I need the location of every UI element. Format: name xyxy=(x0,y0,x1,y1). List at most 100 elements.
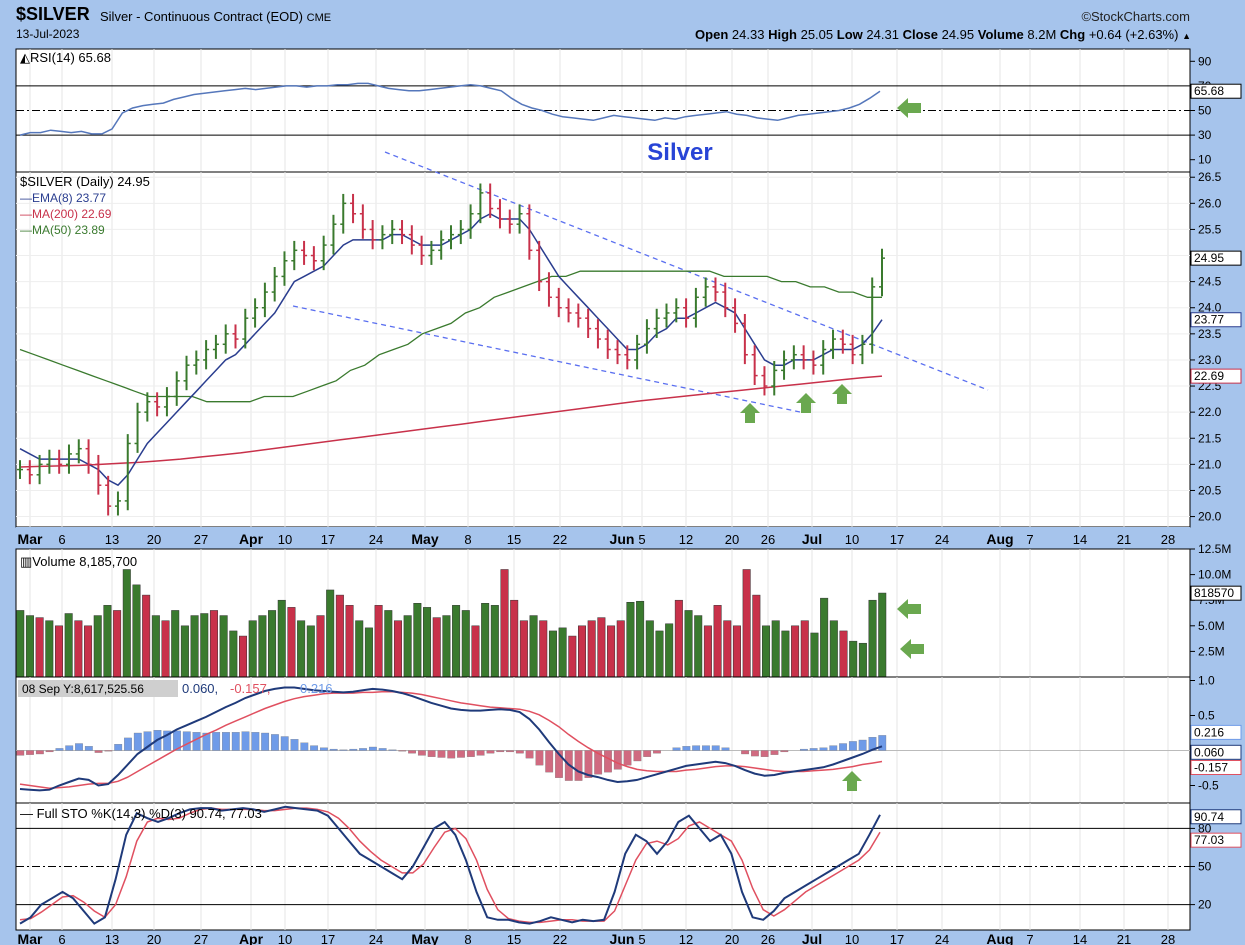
macd-histogram-bar xyxy=(672,747,681,751)
volume-bar xyxy=(74,620,83,678)
volume-bar xyxy=(607,625,616,678)
ohlc-summary: Open 24.33 High 25.05 Low 24.31 Close 24… xyxy=(695,27,1191,42)
macd-histogram-bar xyxy=(574,750,583,781)
price-bar xyxy=(193,350,200,375)
price-bar xyxy=(26,460,33,485)
price-bar xyxy=(408,225,415,255)
macd-histogram-bar xyxy=(75,743,83,751)
macd-histogram-bar xyxy=(829,745,838,751)
volume-label: Volume xyxy=(977,27,1024,42)
volume-bar xyxy=(209,610,218,678)
price-bar xyxy=(575,303,582,328)
price-bar xyxy=(663,303,670,328)
bottom-x-label: 10 xyxy=(845,932,859,945)
macd-histogram-bar xyxy=(545,750,554,773)
stochastic-d-last: 77.03 xyxy=(1194,833,1224,847)
price-tick-label: 21.5 xyxy=(1198,431,1222,445)
volume-bar xyxy=(461,610,470,678)
price-bar xyxy=(350,193,357,224)
price-bar xyxy=(438,230,445,260)
volume-bar xyxy=(16,610,25,678)
price-bar xyxy=(830,329,837,359)
up-arrow-icon xyxy=(842,771,862,791)
rsi-tick-label: 10 xyxy=(1198,153,1212,167)
price-bar xyxy=(252,298,259,328)
open-label: Open xyxy=(695,27,729,42)
macd-histogram-bar xyxy=(604,750,612,773)
macd-histogram-bar xyxy=(751,750,759,757)
price-bar xyxy=(65,444,72,474)
price-bar xyxy=(781,350,788,380)
macd-histogram-bar xyxy=(486,750,495,754)
macd-histogram-bar xyxy=(408,750,416,754)
chart-annotation: Silver xyxy=(647,139,712,166)
macd-histogram-bar xyxy=(457,750,465,758)
macd-histogram-bar xyxy=(114,744,123,751)
description: Silver - Continuous Contract (EOD) CME xyxy=(100,9,331,24)
price-bar xyxy=(183,355,190,391)
volume-bar xyxy=(258,615,267,678)
macd-histogram-bar xyxy=(251,732,260,751)
volume-bar xyxy=(200,613,209,678)
volume-bar xyxy=(558,627,567,678)
macd-histogram-bar xyxy=(437,750,446,758)
macd-histogram-bar xyxy=(310,745,319,751)
left-arrow-shape xyxy=(897,98,921,118)
bottom-x-label: 17 xyxy=(890,932,904,945)
macd-histogram-bar xyxy=(280,736,289,751)
top-x-label: 20 xyxy=(147,532,161,547)
volume-last-value-box xyxy=(1190,585,1242,601)
volume-tick-label: 5.0M xyxy=(1198,619,1225,633)
macd-histogram-bar xyxy=(839,743,847,751)
macd-histogram-bar xyxy=(173,730,181,751)
rsi-line xyxy=(19,82,881,136)
volume-bar xyxy=(510,599,519,678)
volume-bar xyxy=(142,594,151,678)
volume-bar xyxy=(820,597,829,678)
chg-value: +0.64 (+2.63%) xyxy=(1088,27,1179,42)
volume-bar xyxy=(248,620,257,678)
macd-tick-label: 0.5 xyxy=(1198,709,1215,723)
macd-histogram-bar xyxy=(320,747,328,751)
volume-bar xyxy=(151,615,160,678)
top-x-label: 22 xyxy=(553,532,567,547)
price-bar xyxy=(790,345,797,370)
macd-histogram-bar xyxy=(231,732,240,751)
top-x-label: 13 xyxy=(105,532,119,547)
volume-bar xyxy=(626,601,635,678)
stochastic-k-line xyxy=(19,805,881,925)
macd-histogram-bar xyxy=(192,732,201,751)
top-x-label: 26 xyxy=(761,532,775,547)
price-bar xyxy=(594,319,601,349)
macd-histogram-bar xyxy=(799,748,808,751)
volume-bar xyxy=(684,610,693,678)
price-bar xyxy=(124,434,131,511)
price-legend-symbol: $SILVER (Daily) 24.95 xyxy=(20,174,150,189)
price-bar xyxy=(604,329,611,359)
volume-bar xyxy=(694,615,703,678)
price-tick-label: 23.5 xyxy=(1198,327,1222,341)
macd-histogram-bar xyxy=(398,750,407,752)
bottom-x-label: 13 xyxy=(105,932,119,945)
macd-tick-label: -0.5 xyxy=(1198,779,1219,793)
volume-bar xyxy=(762,625,771,678)
close-value: 24.95 xyxy=(941,27,975,42)
price-bar xyxy=(800,345,807,370)
price-bar xyxy=(712,277,719,302)
price-bar xyxy=(212,334,219,359)
volume-bar xyxy=(723,620,732,678)
price-bar xyxy=(369,220,376,250)
rsi-legend: ◭RSI(14) 65.68 xyxy=(20,50,111,65)
macd-last-box xyxy=(1190,744,1242,760)
volume-bar xyxy=(432,617,441,678)
macd-legend-hist: 0.216 xyxy=(300,681,333,696)
volume-bar xyxy=(229,630,238,678)
brand[interactable]: ©StockCharts.com xyxy=(1081,9,1190,24)
bottom-x-label: 8 xyxy=(464,932,471,945)
price-bar xyxy=(869,277,876,354)
chart-header: $SILVER Silver - Continuous Contract (EO… xyxy=(0,0,1245,44)
bottom-x-label: Mar xyxy=(18,931,43,945)
up-arrow-shape xyxy=(832,384,852,404)
macd-histogram-bar xyxy=(584,750,593,778)
